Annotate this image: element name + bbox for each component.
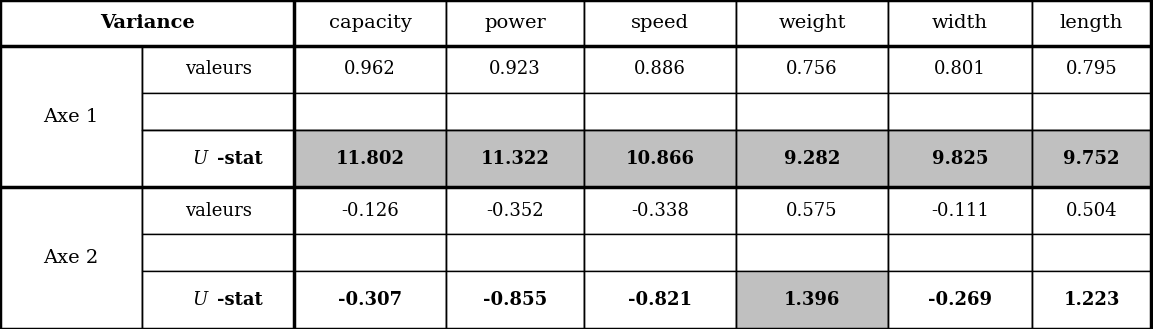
Text: 0.801: 0.801 xyxy=(934,60,986,78)
Bar xyxy=(446,0,585,46)
Text: Axe 1: Axe 1 xyxy=(44,108,99,126)
Text: 1.396: 1.396 xyxy=(784,291,841,309)
Bar xyxy=(294,234,446,271)
Bar xyxy=(1032,46,1151,93)
Bar xyxy=(0,188,142,329)
Text: 0.795: 0.795 xyxy=(1065,60,1117,78)
Text: 0.886: 0.886 xyxy=(634,60,686,78)
Text: speed: speed xyxy=(631,14,689,32)
Text: 11.322: 11.322 xyxy=(481,149,550,167)
Bar xyxy=(888,234,1032,271)
Bar xyxy=(585,130,736,188)
Text: 0.756: 0.756 xyxy=(786,60,838,78)
Bar xyxy=(446,271,585,329)
Text: 0.962: 0.962 xyxy=(344,60,395,78)
Text: weight: weight xyxy=(778,14,846,32)
Text: valeurs: valeurs xyxy=(184,60,251,78)
Text: -0.338: -0.338 xyxy=(631,202,689,220)
Bar xyxy=(888,93,1032,130)
Text: 0.504: 0.504 xyxy=(1065,202,1117,220)
Text: 9.282: 9.282 xyxy=(784,149,841,167)
Bar xyxy=(1032,234,1151,271)
Bar xyxy=(1032,271,1151,329)
Bar xyxy=(446,130,585,188)
Text: -0.821: -0.821 xyxy=(628,291,692,309)
Bar xyxy=(294,271,446,329)
Bar xyxy=(142,234,294,271)
Text: length: length xyxy=(1060,14,1123,32)
Bar xyxy=(446,188,585,234)
Bar xyxy=(585,271,736,329)
Text: U: U xyxy=(193,149,208,167)
Bar xyxy=(294,46,446,93)
Text: 9.825: 9.825 xyxy=(932,149,988,167)
Bar xyxy=(294,130,446,188)
Text: 1.223: 1.223 xyxy=(1063,291,1120,309)
Bar xyxy=(736,234,888,271)
Text: 0.575: 0.575 xyxy=(786,202,838,220)
Bar xyxy=(294,188,446,234)
Text: -0.307: -0.307 xyxy=(338,291,402,309)
Text: power: power xyxy=(484,14,545,32)
Bar xyxy=(736,188,888,234)
Text: Variance: Variance xyxy=(99,14,195,32)
Bar xyxy=(142,130,294,188)
Text: -0.126: -0.126 xyxy=(341,202,399,220)
Text: -0.111: -0.111 xyxy=(932,202,989,220)
Bar xyxy=(736,271,888,329)
Bar xyxy=(585,188,736,234)
Text: -stat: -stat xyxy=(217,149,263,167)
Text: 0.923: 0.923 xyxy=(489,60,541,78)
Bar xyxy=(142,271,294,329)
Bar xyxy=(888,130,1032,188)
Text: -stat: -stat xyxy=(217,291,263,309)
Text: 11.802: 11.802 xyxy=(336,149,405,167)
Bar xyxy=(736,46,888,93)
Bar xyxy=(142,46,294,93)
Bar xyxy=(446,93,585,130)
Bar xyxy=(736,0,888,46)
Bar xyxy=(446,46,585,93)
Bar xyxy=(585,93,736,130)
Bar xyxy=(585,234,736,271)
Bar xyxy=(888,188,1032,234)
Bar xyxy=(1032,0,1151,46)
Bar xyxy=(446,234,585,271)
Bar xyxy=(888,46,1032,93)
Bar xyxy=(888,0,1032,46)
Text: -0.269: -0.269 xyxy=(928,291,992,309)
Text: 9.752: 9.752 xyxy=(1063,149,1120,167)
Bar xyxy=(142,188,294,234)
Text: valeurs: valeurs xyxy=(184,202,251,220)
Text: width: width xyxy=(932,14,988,32)
Bar xyxy=(736,130,888,188)
Bar xyxy=(888,271,1032,329)
Bar xyxy=(0,46,142,188)
Bar xyxy=(1032,130,1151,188)
Bar xyxy=(585,0,736,46)
Text: -0.855: -0.855 xyxy=(483,291,548,309)
Bar xyxy=(736,93,888,130)
Bar xyxy=(1032,188,1151,234)
Text: 10.866: 10.866 xyxy=(625,149,694,167)
Bar xyxy=(142,93,294,130)
Bar xyxy=(585,46,736,93)
Text: Axe 2: Axe 2 xyxy=(44,249,99,267)
Text: U: U xyxy=(193,291,208,309)
Bar xyxy=(294,0,446,46)
Text: capacity: capacity xyxy=(329,14,412,32)
Bar xyxy=(294,93,446,130)
Text: -0.352: -0.352 xyxy=(487,202,544,220)
Bar xyxy=(1032,93,1151,130)
Bar xyxy=(0,0,294,46)
